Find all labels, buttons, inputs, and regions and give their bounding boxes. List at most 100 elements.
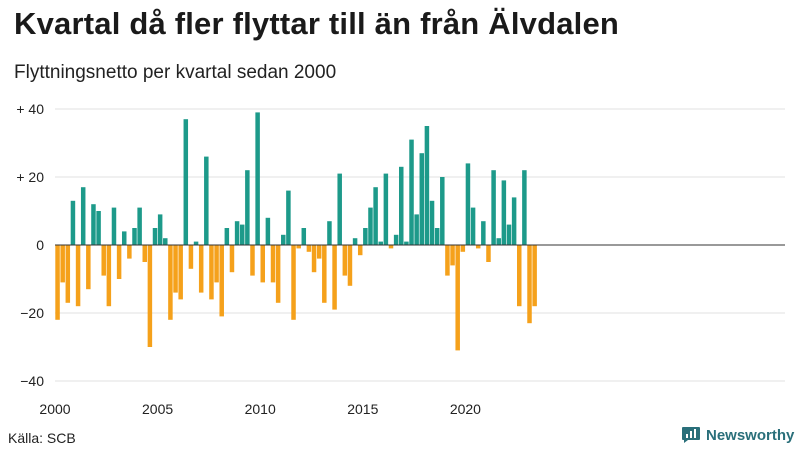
bar [209, 245, 214, 300]
source-note: Källa: SCB [8, 430, 76, 446]
bar [137, 207, 142, 245]
y-tick-label: + 20 [16, 169, 44, 185]
bar [347, 245, 353, 286]
bar [409, 139, 414, 245]
bar [327, 221, 332, 245]
bar [301, 228, 307, 245]
bar [250, 245, 255, 276]
bar [311, 245, 317, 273]
bar [80, 187, 86, 245]
bar [501, 180, 507, 245]
chart-subtitle: Flyttningsnetto per kvartal sedan 2000 [14, 62, 337, 83]
bar-chart-icon [682, 427, 700, 443]
bar [352, 238, 358, 245]
bar [440, 177, 445, 245]
brand-logo: Newsworthy [681, 426, 794, 444]
bar [532, 245, 537, 307]
bar [75, 245, 81, 307]
bar [496, 238, 501, 245]
bar [86, 245, 91, 290]
x-tick-label: 2010 [245, 401, 276, 417]
bar [157, 214, 163, 245]
bar [424, 126, 430, 245]
bar [152, 228, 158, 245]
bar [357, 245, 363, 256]
bar [388, 245, 394, 249]
bar [414, 214, 419, 245]
bar [393, 234, 399, 245]
bar [193, 241, 199, 245]
bar [106, 245, 112, 307]
bar [486, 245, 491, 262]
bar [260, 245, 265, 283]
bar [270, 245, 276, 283]
bar [142, 245, 148, 262]
bar [460, 245, 466, 252]
bar [188, 245, 194, 269]
bar [337, 173, 342, 245]
bar [296, 245, 301, 249]
bar [419, 153, 425, 245]
brand-name: Newsworthy [706, 426, 795, 444]
bar [204, 156, 209, 245]
bar [55, 245, 60, 320]
bar [470, 207, 476, 245]
bar [168, 245, 173, 320]
bar [183, 119, 189, 245]
bar [163, 238, 168, 245]
bar [450, 245, 455, 266]
bar [445, 245, 450, 276]
bar [286, 190, 291, 245]
y-tick-label: −20 [20, 305, 44, 321]
bar [101, 245, 106, 276]
bar [121, 231, 127, 245]
bar [517, 245, 522, 307]
bar [373, 187, 378, 245]
bar [198, 245, 204, 293]
bar [306, 245, 312, 252]
bar [132, 228, 137, 245]
bar [127, 245, 132, 259]
bar [60, 245, 65, 283]
bar [65, 245, 71, 303]
bar [281, 234, 286, 245]
bar [399, 166, 404, 245]
bar [111, 207, 117, 245]
bar [291, 245, 296, 320]
bar [378, 241, 383, 245]
bar [70, 200, 76, 245]
bar [522, 170, 527, 245]
bar [245, 170, 250, 245]
bar [96, 211, 101, 245]
bar [275, 245, 281, 303]
bar [434, 228, 440, 245]
x-tick-label: 2005 [142, 401, 173, 417]
bar [229, 245, 235, 273]
x-tick-label: 2000 [39, 401, 70, 417]
x-tick-label: 2020 [450, 401, 481, 417]
bar [429, 200, 435, 245]
bar [239, 224, 245, 245]
bar [383, 173, 389, 245]
bar [342, 245, 348, 276]
bar [363, 228, 368, 245]
bar [481, 221, 486, 245]
bar [475, 245, 481, 249]
bar [455, 245, 460, 351]
bar [234, 221, 240, 245]
y-tick-label: + 40 [16, 101, 44, 117]
bar [332, 245, 337, 310]
bar [147, 245, 153, 347]
bar [368, 207, 373, 245]
bar [219, 245, 224, 317]
bar [91, 204, 96, 245]
bar [255, 112, 260, 246]
chart-title: Kvartal då fler flyttar till än från Älv… [14, 6, 620, 41]
y-tick-label: −40 [20, 373, 44, 389]
bar [511, 197, 517, 245]
y-tick-label: 0 [36, 237, 44, 253]
bar [224, 228, 230, 245]
x-tick-label: 2015 [347, 401, 378, 417]
bar [322, 245, 327, 303]
